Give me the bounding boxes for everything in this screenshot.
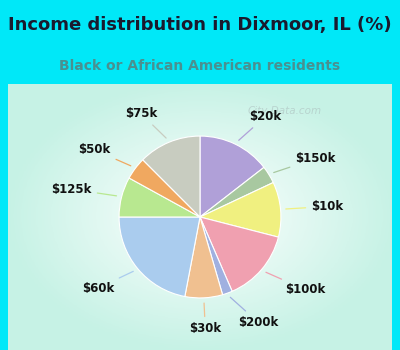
Wedge shape — [200, 217, 278, 291]
Text: $200k: $200k — [230, 297, 278, 329]
Text: $10k: $10k — [286, 200, 343, 213]
Wedge shape — [119, 178, 200, 217]
Text: Black or African American residents: Black or African American residents — [60, 58, 340, 72]
Text: $50k: $50k — [78, 144, 131, 166]
Text: $60k: $60k — [82, 271, 133, 295]
Text: $20k: $20k — [239, 110, 281, 140]
Text: $75k: $75k — [125, 107, 166, 138]
Text: $150k: $150k — [274, 152, 336, 173]
Text: $30k: $30k — [189, 303, 221, 335]
Wedge shape — [119, 217, 200, 296]
Wedge shape — [143, 136, 200, 217]
Text: City-Data.com: City-Data.com — [248, 106, 322, 116]
Wedge shape — [185, 217, 222, 298]
Wedge shape — [200, 136, 264, 217]
Text: $125k: $125k — [52, 183, 116, 196]
Wedge shape — [129, 160, 200, 217]
Text: $100k: $100k — [266, 272, 325, 296]
Text: Income distribution in Dixmoor, IL (%): Income distribution in Dixmoor, IL (%) — [8, 16, 392, 34]
Wedge shape — [200, 217, 232, 295]
Wedge shape — [200, 167, 273, 217]
Wedge shape — [200, 183, 281, 237]
